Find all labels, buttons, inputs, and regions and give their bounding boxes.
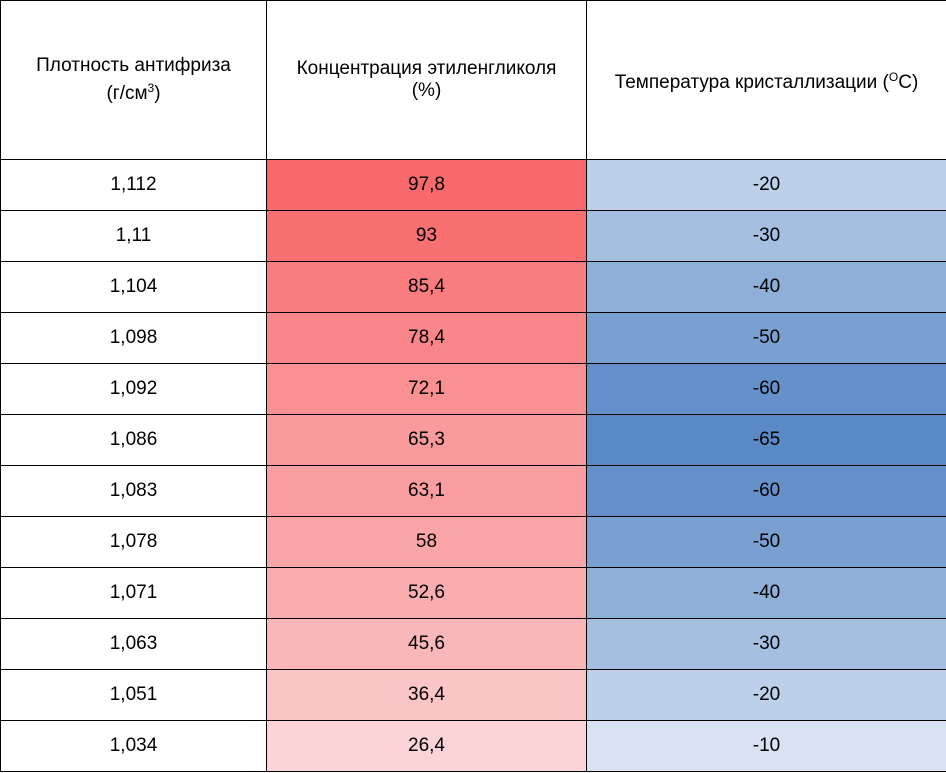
header-temperature-label: Температура кристаллизации ( xyxy=(614,72,889,93)
concentration-cell: 85,4 xyxy=(266,261,587,313)
concentration-cell: 97,8 xyxy=(266,159,587,211)
header-density-unit: (г/см xyxy=(106,83,148,104)
concentration-cell: 78,4 xyxy=(266,312,587,364)
temperature-cell: -40 xyxy=(586,261,946,313)
concentration-cell: 45,6 xyxy=(266,618,587,670)
temperature-cell: -50 xyxy=(586,516,946,568)
concentration-cell: 63,1 xyxy=(266,465,587,517)
concentration-cell: 72,1 xyxy=(266,363,587,415)
header-density: Плотность антифриза (г/см3) xyxy=(0,0,267,160)
concentration-cell: 93 xyxy=(266,210,587,262)
density-cell: 1,092 xyxy=(0,363,267,415)
table-row: 1,112 97,8 -20 xyxy=(0,159,946,211)
table-row: 1,034 26,4 -10 xyxy=(0,720,946,772)
density-cell: 1,034 xyxy=(0,720,267,772)
density-cell: 1,11 xyxy=(0,210,267,262)
table-row: 1,086 65,3 -65 xyxy=(0,414,946,466)
table-row: 1,078 58 -50 xyxy=(0,516,946,568)
temperature-cell: -30 xyxy=(586,618,946,670)
header-temperature-unit-suffix: C) xyxy=(898,72,919,93)
table-row: 1,11 93 -30 xyxy=(0,210,946,262)
header-concentration: Концентрация этиленгликоля (%) xyxy=(266,0,587,160)
header-row: Плотность антифриза (г/см3) Концентрация… xyxy=(0,0,946,160)
density-cell: 1,051 xyxy=(0,669,267,721)
table-row: 1,104 85,4 -40 xyxy=(0,261,946,313)
header-concentration-label: Концентрация этиленгликоля xyxy=(296,58,557,79)
header-concentration-unit: (%) xyxy=(411,80,442,101)
concentration-cell: 65,3 xyxy=(266,414,587,466)
density-cell: 1,078 xyxy=(0,516,267,568)
temperature-cell: -10 xyxy=(586,720,946,772)
density-cell: 1,098 xyxy=(0,312,267,364)
temperature-cell: -20 xyxy=(586,159,946,211)
concentration-cell: 52,6 xyxy=(266,567,587,619)
header-density-unit-suffix: ) xyxy=(154,83,161,104)
temperature-cell: -65 xyxy=(586,414,946,466)
temperature-cell: -30 xyxy=(586,210,946,262)
temperature-cell: -40 xyxy=(586,567,946,619)
header-density-unit-sup: 3 xyxy=(147,81,155,95)
density-cell: 1,086 xyxy=(0,414,267,466)
temperature-cell: -20 xyxy=(586,669,946,721)
temperature-cell: -60 xyxy=(586,465,946,517)
table-row: 1,063 45,6 -30 xyxy=(0,618,946,670)
table-row: 1,051 36,4 -20 xyxy=(0,669,946,721)
table-row: 1,092 72,1 -60 xyxy=(0,363,946,415)
table-row: 1,098 78,4 -50 xyxy=(0,312,946,364)
temperature-cell: -60 xyxy=(586,363,946,415)
density-cell: 1,083 xyxy=(0,465,267,517)
density-cell: 1,104 xyxy=(0,261,267,313)
density-cell: 1,112 xyxy=(0,159,267,211)
concentration-cell: 58 xyxy=(266,516,587,568)
density-cell: 1,071 xyxy=(0,567,267,619)
table-row: 1,071 52,6 -40 xyxy=(0,567,946,619)
concentration-cell: 26,4 xyxy=(266,720,587,772)
header-density-label: Плотность антифриза xyxy=(36,55,231,76)
concentration-cell: 36,4 xyxy=(266,669,587,721)
density-cell: 1,063 xyxy=(0,618,267,670)
header-temperature: Температура кристаллизации (OC) xyxy=(586,0,946,160)
header-temperature-unit-sup: O xyxy=(888,70,899,84)
table-row: 1,083 63,1 -60 xyxy=(0,465,946,517)
temperature-cell: -50 xyxy=(586,312,946,364)
